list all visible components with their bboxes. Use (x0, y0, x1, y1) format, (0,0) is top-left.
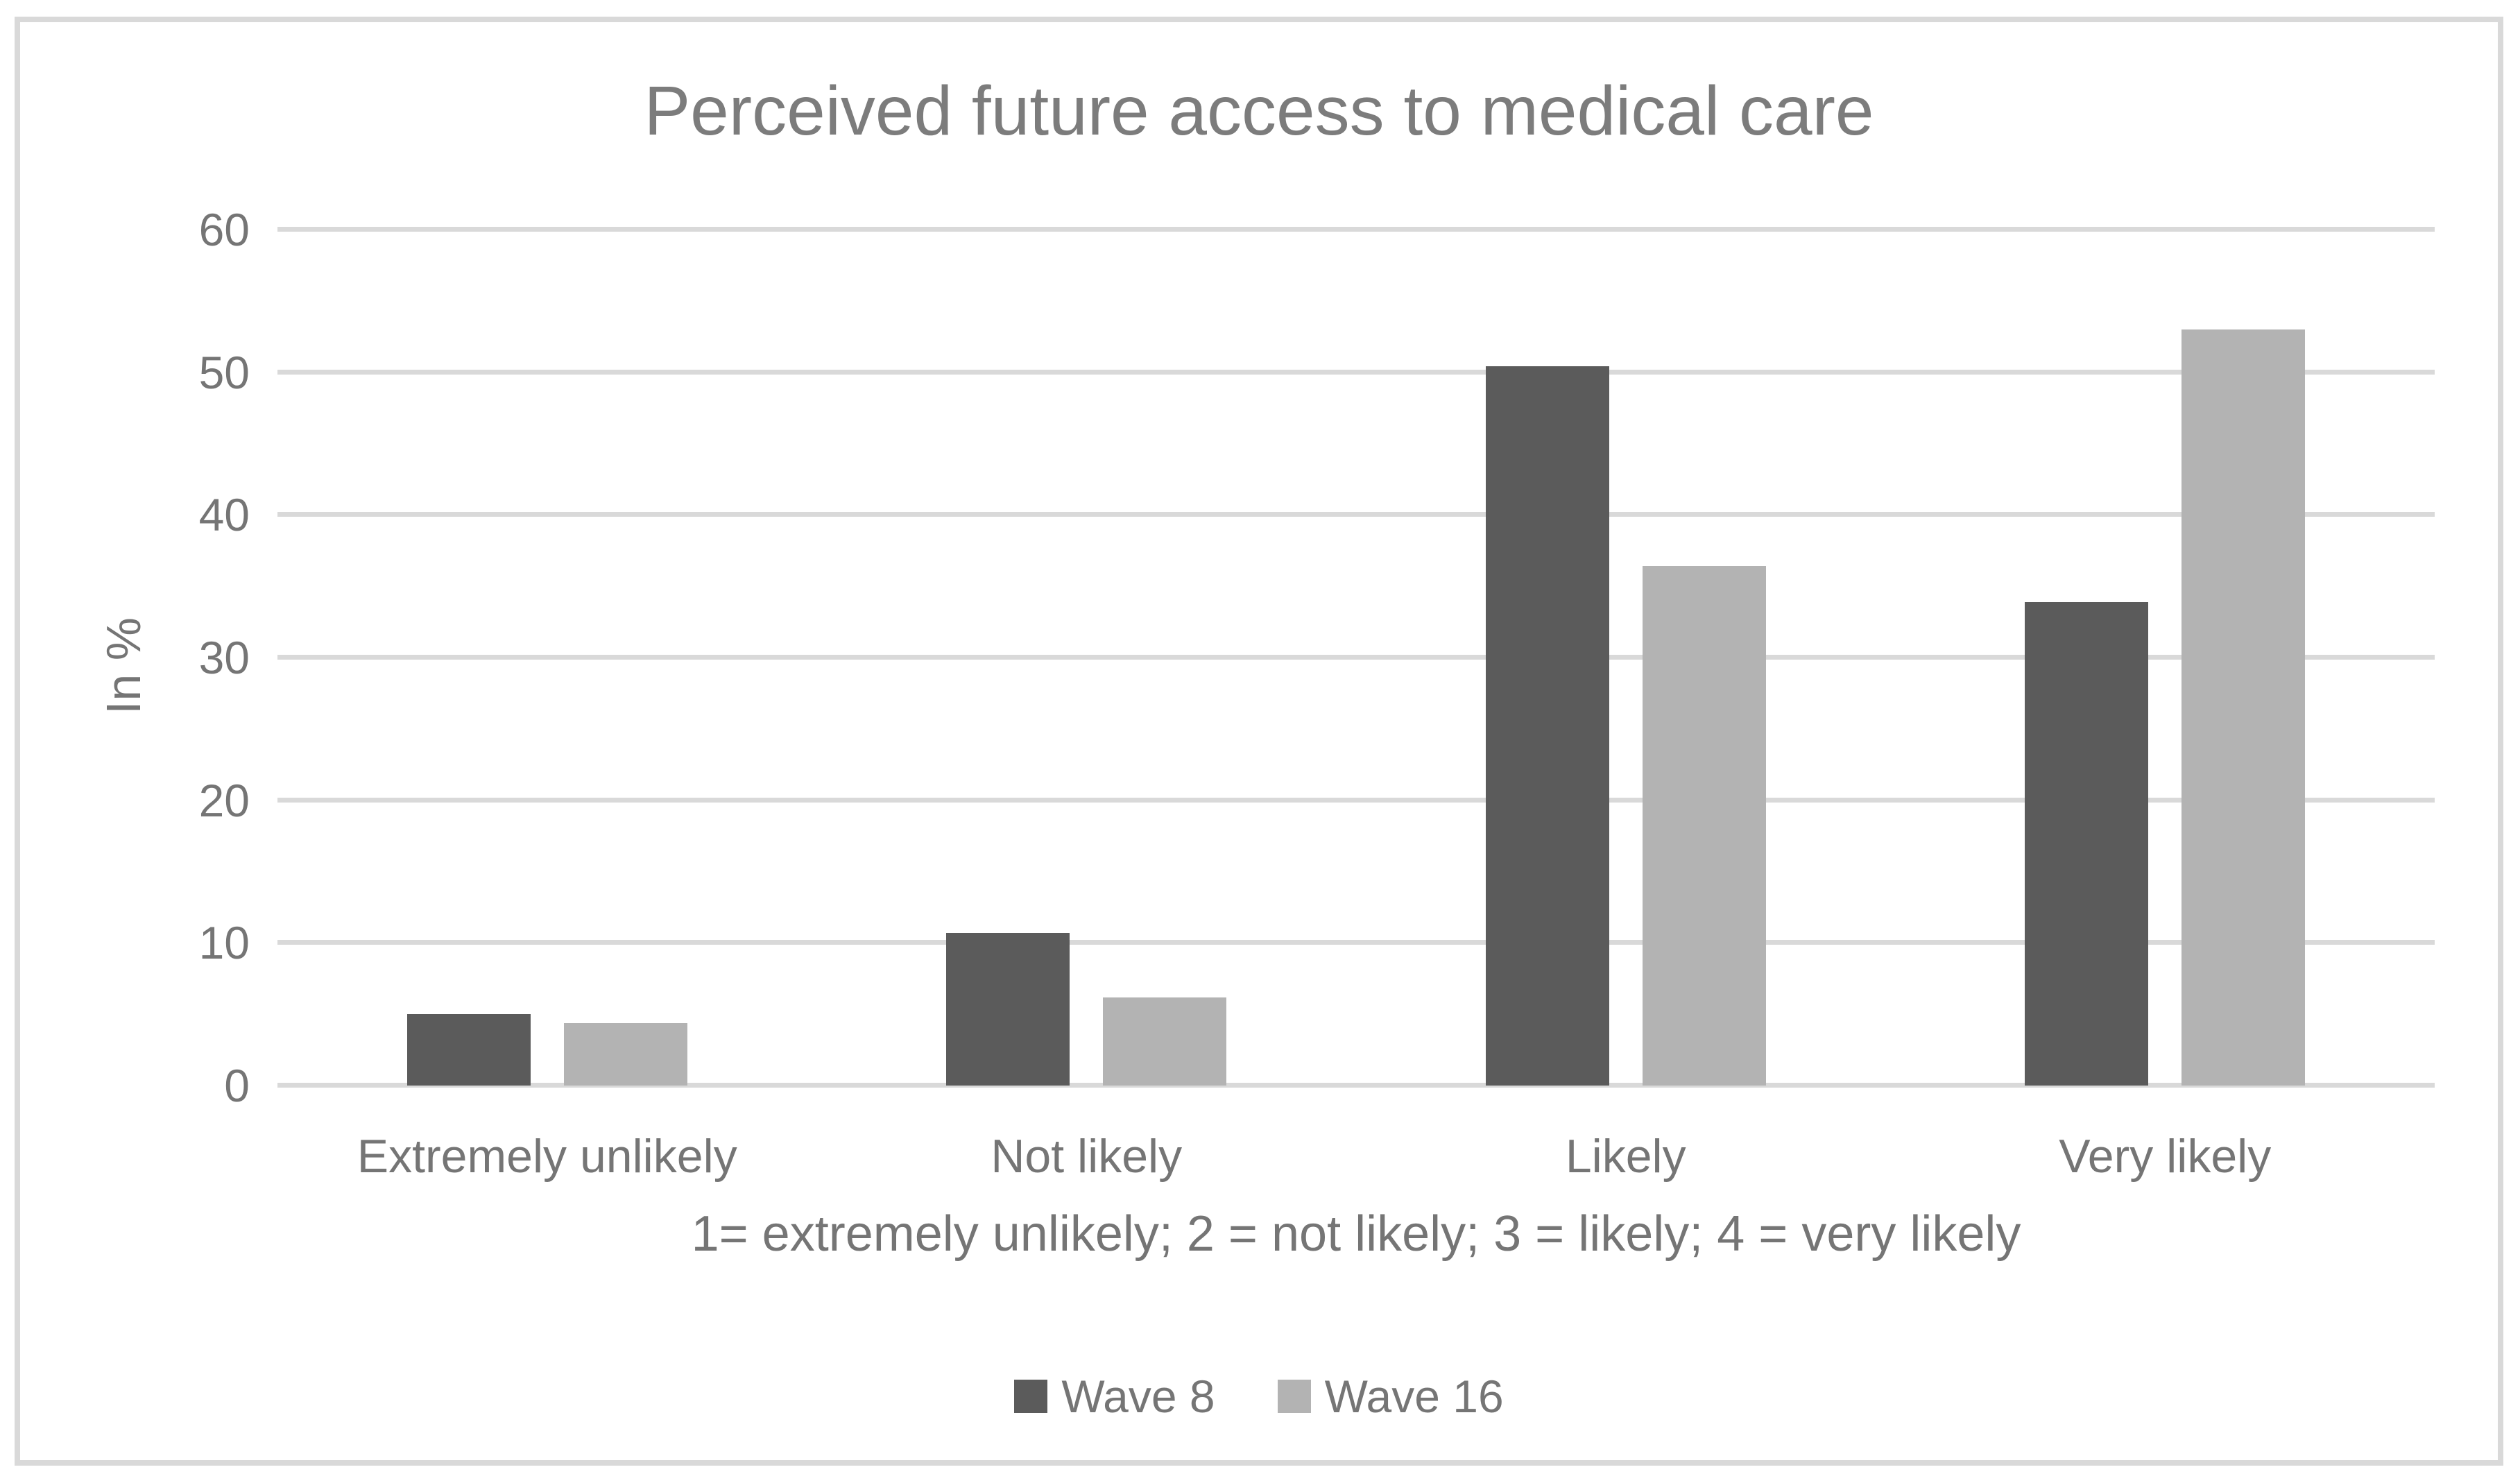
legend-label: Wave 8 (1061, 1371, 1215, 1422)
legend-swatch-icon (1014, 1380, 1048, 1413)
bar-wave-16-2 (1642, 566, 1766, 1086)
y-tick-label-0: 0 (224, 1060, 250, 1111)
y-tick-label-20: 20 (198, 774, 250, 826)
y-tick-label-10: 10 (198, 917, 250, 969)
gridline-60 (277, 227, 2435, 232)
y-tick-label-60: 60 (198, 204, 250, 255)
category-label-1: Not likely (991, 1130, 1183, 1183)
bar-group-2 (1356, 230, 1896, 1086)
bar-group-0 (277, 230, 817, 1086)
category-label-2: Likely (1565, 1130, 1686, 1183)
bar-wave-8-2 (1485, 366, 1609, 1086)
y-axis-tick-labels: 0 10 20 30 40 50 60 (62, 205, 250, 1111)
chart-title: Perceived future access to medical care (644, 72, 1874, 150)
bar-wave-16-1 (1103, 997, 1227, 1086)
gridline-20 (277, 797, 2435, 803)
bar-wave-8-0 (406, 1014, 531, 1086)
legend-swatch-icon (1277, 1380, 1311, 1413)
legend-item-wave-8: Wave 8 (1014, 1373, 1215, 1419)
legend: Wave 8 Wave 16 (15, 1373, 2503, 1419)
bar-wave-8-1 (946, 932, 1070, 1086)
x-axis-note: 1= extremely unlikely; 2 = not likely; 3… (691, 1206, 2021, 1262)
bar-group-1 (817, 230, 1357, 1086)
y-tick-label-40: 40 (198, 489, 250, 541)
gridline-10 (277, 940, 2435, 945)
category-label-3: Very likely (2059, 1130, 2272, 1183)
y-tick-label-50: 50 (198, 346, 250, 398)
gridline-40 (277, 512, 2435, 517)
bar-wave-16-3 (2182, 329, 2306, 1086)
bar-group-3 (1896, 230, 2435, 1086)
gridline-50 (277, 369, 2435, 375)
gridline-30 (277, 655, 2435, 660)
bar-wave-8-3 (2025, 601, 2149, 1086)
category-label-0: Extremely unlikely (357, 1130, 737, 1183)
gridline-0 (277, 1083, 2435, 1088)
bar-wave-16-0 (563, 1022, 687, 1086)
y-tick-label-30: 30 (198, 632, 250, 683)
legend-item-wave-16: Wave 16 (1277, 1371, 1504, 1422)
plot-area (277, 227, 2435, 1088)
legend-label: Wave 16 (1324, 1371, 1504, 1422)
x-axis-category-labels: Extremely unlikely Not likely Likely Very l… (277, 1129, 2435, 1183)
